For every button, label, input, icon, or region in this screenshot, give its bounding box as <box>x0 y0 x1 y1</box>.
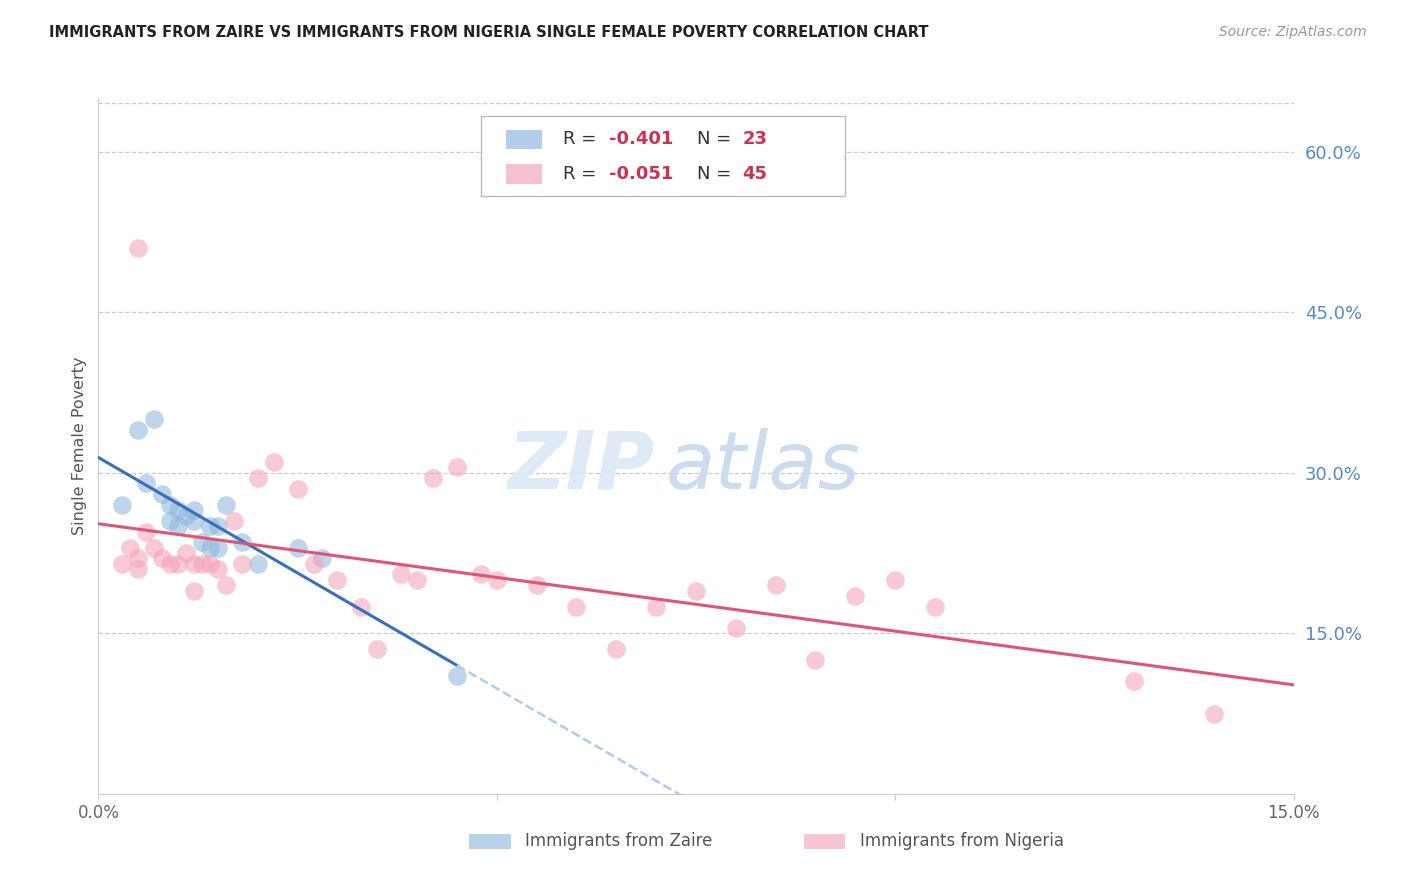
Point <box>150 551 173 566</box>
Point <box>924 599 946 614</box>
Point <box>174 508 197 523</box>
Point <box>159 557 181 571</box>
Point <box>287 482 309 496</box>
Point <box>765 578 787 592</box>
Point <box>150 487 173 501</box>
FancyBboxPatch shape <box>481 116 845 195</box>
Point <box>406 573 429 587</box>
Point <box>198 557 221 571</box>
Text: 23: 23 <box>742 130 768 148</box>
Point <box>446 460 468 475</box>
Point <box>183 514 205 528</box>
Text: ZIP: ZIP <box>506 428 654 506</box>
Bar <box>506 164 541 184</box>
Text: R =: R = <box>564 130 602 148</box>
Point <box>389 567 412 582</box>
Point <box>1202 706 1225 721</box>
Point <box>724 621 747 635</box>
Point <box>167 519 190 533</box>
Text: Immigrants from Nigeria: Immigrants from Nigeria <box>859 832 1064 850</box>
Point <box>127 241 149 255</box>
Y-axis label: Single Female Poverty: Single Female Poverty <box>72 357 87 535</box>
Text: Source: ZipAtlas.com: Source: ZipAtlas.com <box>1219 25 1367 39</box>
Point <box>231 535 253 549</box>
Point <box>326 573 349 587</box>
Point <box>167 503 190 517</box>
Point <box>844 589 866 603</box>
Point <box>198 541 221 555</box>
Point <box>183 503 205 517</box>
Point <box>246 471 269 485</box>
Point <box>884 573 907 587</box>
Point <box>127 562 149 576</box>
Bar <box>470 833 510 849</box>
Text: IMMIGRANTS FROM ZAIRE VS IMMIGRANTS FROM NIGERIA SINGLE FEMALE POVERTY CORRELATI: IMMIGRANTS FROM ZAIRE VS IMMIGRANTS FROM… <box>49 25 929 40</box>
Bar <box>804 833 845 849</box>
Text: Immigrants from Zaire: Immigrants from Zaire <box>524 832 713 850</box>
Point <box>120 541 142 555</box>
Point <box>135 476 157 491</box>
Point <box>167 557 190 571</box>
Point <box>246 557 269 571</box>
Point <box>111 557 134 571</box>
Point <box>350 599 373 614</box>
Point <box>470 567 492 582</box>
Point <box>231 557 253 571</box>
Point <box>127 551 149 566</box>
Text: atlas: atlas <box>666 428 860 506</box>
Point <box>287 541 309 555</box>
Point <box>191 557 214 571</box>
Point <box>183 583 205 598</box>
Text: N =: N = <box>697 130 737 148</box>
Point <box>366 642 388 657</box>
Point <box>135 524 157 539</box>
Point <box>159 498 181 512</box>
Point <box>207 519 229 533</box>
Text: N =: N = <box>697 165 737 183</box>
Point <box>565 599 588 614</box>
Point <box>215 578 238 592</box>
Point <box>127 423 149 437</box>
Point <box>207 562 229 576</box>
Bar <box>506 129 541 149</box>
Point <box>198 519 221 533</box>
Point <box>222 514 245 528</box>
Text: -0.401: -0.401 <box>609 130 673 148</box>
Point <box>183 557 205 571</box>
Point <box>526 578 548 592</box>
Text: 45: 45 <box>742 165 768 183</box>
Point <box>215 498 238 512</box>
Point <box>685 583 707 598</box>
Text: R =: R = <box>564 165 602 183</box>
Point <box>446 669 468 683</box>
Point <box>263 455 285 469</box>
Point <box>143 541 166 555</box>
Point <box>804 653 827 667</box>
Point <box>311 551 333 566</box>
Point <box>159 514 181 528</box>
Point <box>605 642 627 657</box>
Point <box>111 498 134 512</box>
Point <box>645 599 668 614</box>
Point <box>143 412 166 426</box>
Point <box>207 541 229 555</box>
Point <box>1123 674 1146 689</box>
Point <box>174 546 197 560</box>
Point <box>191 535 214 549</box>
Text: -0.051: -0.051 <box>609 165 673 183</box>
Point <box>422 471 444 485</box>
Point <box>485 573 508 587</box>
Point <box>302 557 325 571</box>
